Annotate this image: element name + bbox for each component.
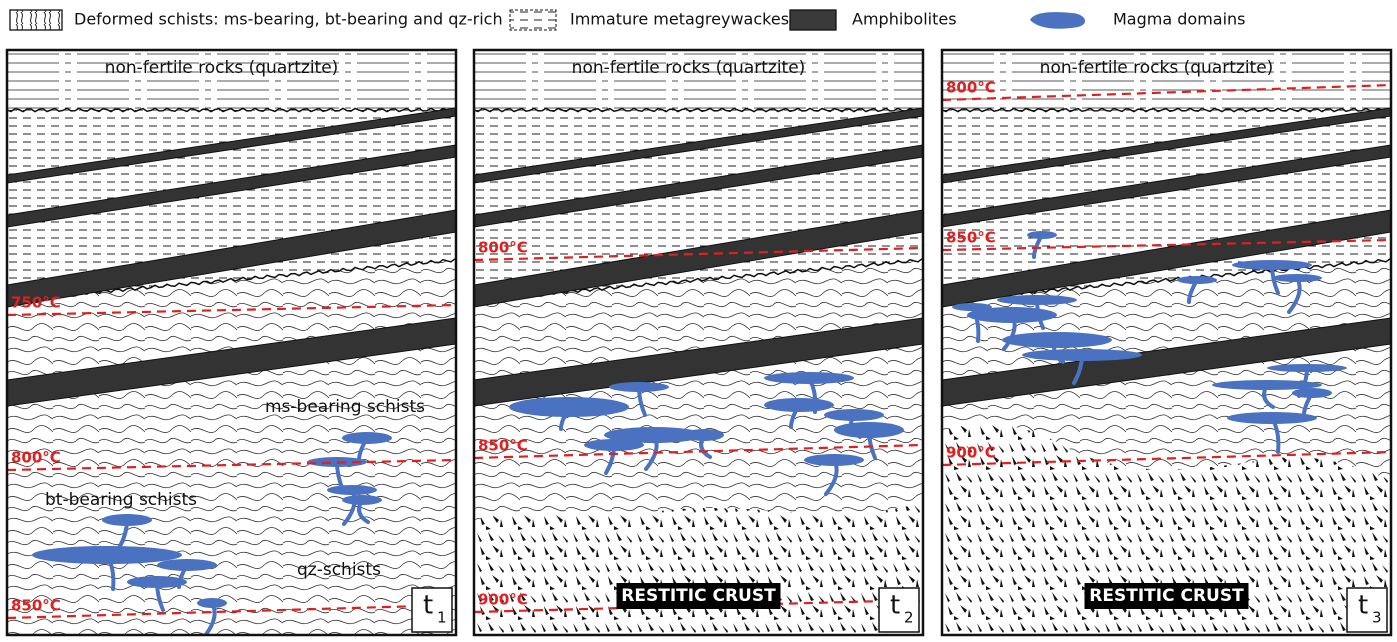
amphibolite [7,107,456,184]
restite-label-box [1084,583,1249,609]
isotherm-label: 850°C [946,229,996,247]
magma [1292,388,1332,398]
top-label: non-fertile rocks (quartzite) [105,58,339,78]
quartzite [942,50,1391,110]
amphibolite [474,144,923,228]
contact [7,107,456,113]
legend-label: Immature metagreywackes [570,10,789,29]
restite [474,502,923,635]
panel-body: 800°C 850°C 900°C non-fertile rocks (quartz… [474,50,923,635]
legend-swatch [9,9,63,31]
legend-label: Amphibolites [852,10,957,29]
magma [509,397,629,417]
magma [1027,231,1057,239]
panel-body: 750°C 800°C 850°C non-fertile rocks (quartz… [7,50,456,635]
amphibolite [942,107,1391,184]
magma [1272,274,1322,282]
amphibolite [7,317,456,407]
magma [804,454,864,466]
magma [1267,364,1347,372]
isotherm-label: 850°C [11,597,61,615]
magma [197,598,227,608]
amphibolite [474,317,923,407]
magma [327,485,377,495]
quartzite [474,50,923,110]
legend-label: Deformed schists: ms-bearing, bt-bearing… [74,10,503,29]
panel-frame [5,48,458,637]
isotherm-label: 850°C [478,437,528,455]
panel-body: 800°C 850°C 900°C non-fertile rocks (quartz… [942,50,1391,635]
rock-label: bt-bearing schists [45,490,197,510]
magma [102,514,152,526]
magma [1227,412,1317,424]
amphibolite [942,144,1391,228]
magma [32,546,182,564]
time-subscript: 1 [437,609,447,627]
panel: 800°C 850°C 900°C non-fertile rocks (quartz… [472,48,925,637]
magma [1232,260,1312,270]
isotherm-label: 800°C [946,79,996,97]
magma [604,427,704,443]
panel-frame [472,48,925,637]
top-label: non-fertile rocks (quartzite) [572,58,806,78]
magma [684,429,724,441]
legend: Deformed schists: ms-bearing, bt-bearing… [9,9,1246,31]
amphibolite [474,209,923,308]
magma [584,439,644,451]
contact [942,107,1391,113]
magma [609,382,669,392]
magma [997,295,1077,305]
isotherm-label: 900°C [478,591,528,609]
restite-label: RESTITIC CRUST [1089,586,1244,606]
time-label: t [423,591,433,621]
time-subscript: 2 [904,609,914,627]
panel: 800°C 850°C 900°C non-fertile rocks (quartz… [940,48,1393,637]
isotherm-label: 800°C [478,239,528,257]
magma [834,422,904,438]
restite-label: RESTITIC CRUST [621,586,776,606]
magma [952,303,992,311]
top-label: non-fertile rocks (quartzite) [1040,58,1274,78]
amphibolite [942,317,1391,407]
quartzite [7,50,456,110]
magma [157,559,217,571]
magma [764,372,854,384]
magma [1177,276,1217,284]
restite-label-box [616,583,781,609]
amphibolite [474,107,923,184]
magma [1212,380,1322,390]
magma [967,307,1057,323]
restite [942,424,1391,635]
amphibolite [7,209,456,308]
time-box [1346,587,1388,633]
legend-label: Magma domains [1113,10,1246,29]
isotherm-label: 800°C [11,449,61,467]
legend-swatch [1030,12,1086,29]
panel: 750°C 800°C 850°C non-fertile rocks (quartz… [5,48,458,637]
magma [342,432,392,444]
magma [1022,349,1142,361]
rock-label: ms-bearing schists [265,397,425,417]
magma [764,398,834,412]
time-box [878,587,920,633]
time-box [411,587,453,633]
isotherm-label: 750°C [11,294,61,312]
panel-frame [940,48,1393,637]
magma [342,495,382,505]
isotherm-label: 900°C [946,444,996,462]
schist [7,260,456,635]
amphibolite [7,144,456,228]
amphibolite [942,209,1391,308]
magma [824,409,884,421]
magma [1002,332,1112,348]
legend-swatch [789,9,837,31]
rock-label: qz-schists [297,560,381,580]
magma [127,576,187,588]
time-label: t [1358,591,1368,621]
contact [474,107,923,113]
time-subscript: 3 [1372,609,1382,627]
time-label: t [890,591,900,621]
legend-swatch [509,9,557,31]
